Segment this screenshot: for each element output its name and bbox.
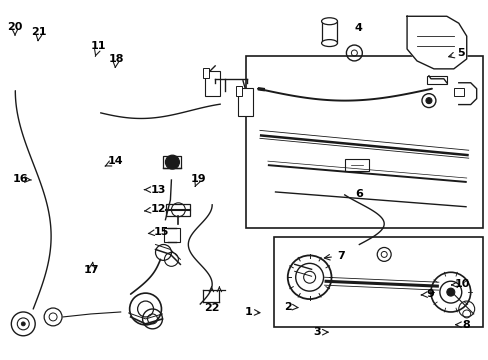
Bar [345, 159, 368, 171]
Bar [203, 68, 209, 78]
Ellipse shape [321, 40, 337, 46]
Text: 22: 22 [203, 303, 219, 313]
Text: 8: 8 [455, 320, 469, 330]
Bar [236, 86, 242, 96]
Bar [273, 237, 482, 327]
Circle shape [21, 322, 25, 326]
Text: 20: 20 [7, 22, 22, 35]
Bar [245, 56, 482, 228]
Bar [166, 204, 190, 216]
Bar [426, 76, 446, 84]
Text: 10: 10 [450, 279, 469, 289]
Text: 17: 17 [84, 262, 100, 275]
Text: 12: 12 [144, 204, 165, 214]
Text: 18: 18 [108, 54, 123, 67]
Bar [164, 228, 180, 242]
Text: 14: 14 [105, 156, 123, 166]
Text: 16: 16 [13, 174, 31, 184]
Text: 3: 3 [313, 327, 327, 337]
Ellipse shape [321, 18, 337, 25]
Text: 6: 6 [354, 189, 362, 199]
Text: 19: 19 [190, 174, 206, 186]
Text: 13: 13 [144, 185, 165, 195]
Text: 11: 11 [91, 41, 106, 57]
Bar [453, 88, 463, 96]
Text: 5: 5 [448, 48, 464, 58]
Text: 21: 21 [32, 27, 47, 41]
Text: 4: 4 [354, 23, 362, 33]
Bar [321, 21, 337, 43]
Polygon shape [406, 16, 466, 69]
Text: 1: 1 [244, 307, 260, 317]
Text: 7: 7 [324, 251, 344, 261]
Bar [163, 156, 181, 168]
Text: 2: 2 [284, 302, 298, 312]
Circle shape [425, 98, 431, 104]
Bar [238, 88, 252, 116]
Circle shape [165, 155, 179, 169]
Text: 9: 9 [420, 289, 434, 299]
Circle shape [446, 288, 454, 296]
Text: 15: 15 [148, 227, 169, 237]
Bar [205, 71, 220, 96]
